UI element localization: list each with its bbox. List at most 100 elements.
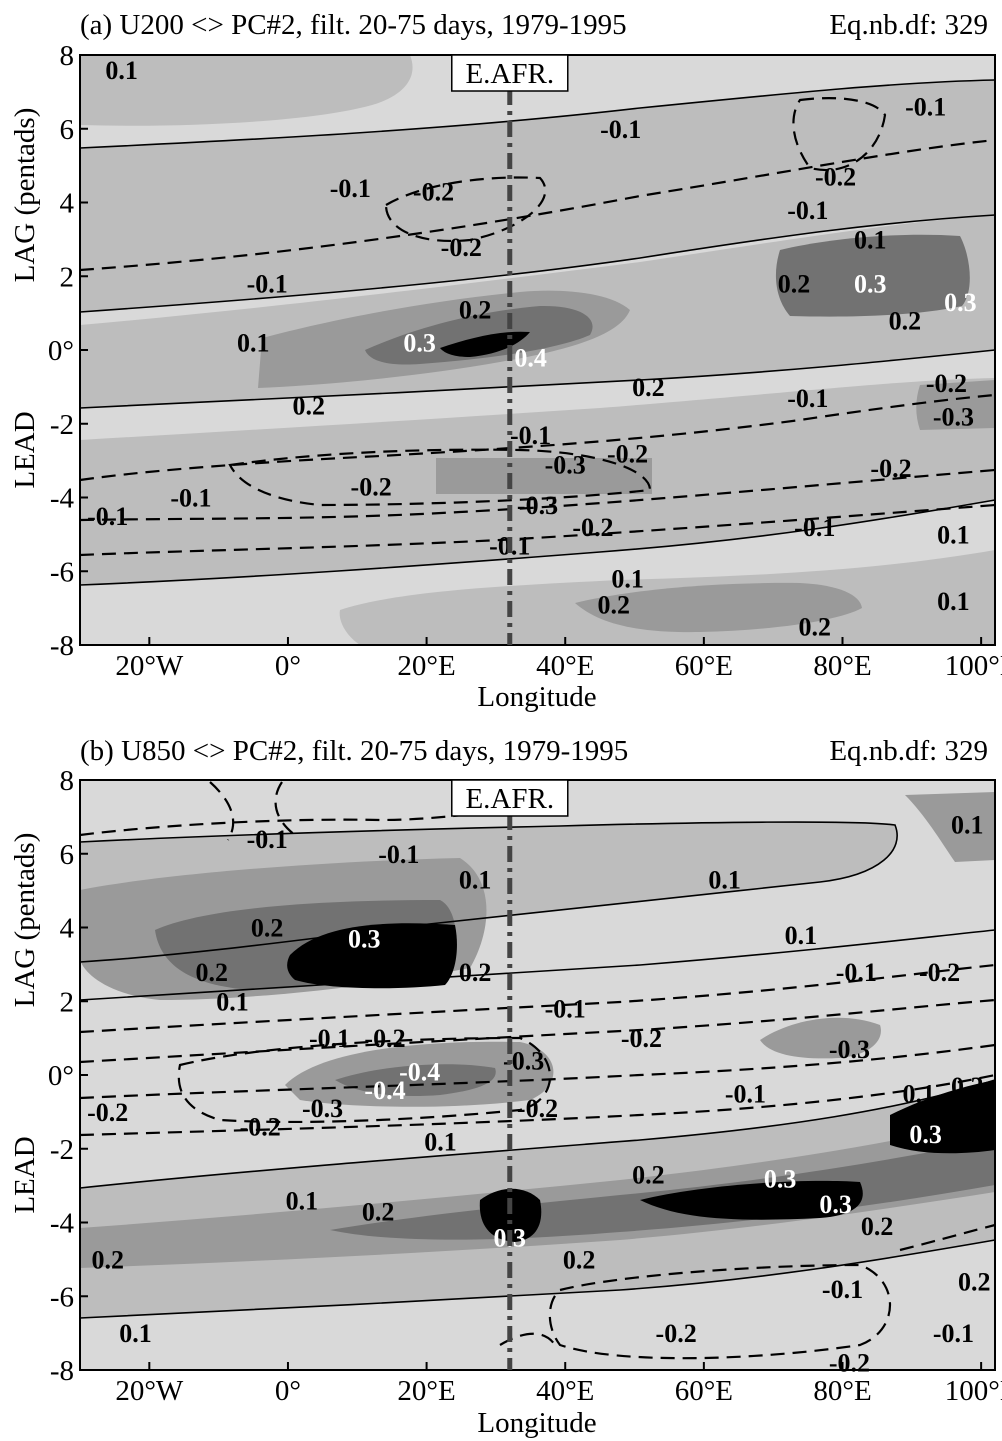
panel-a-neg-0.2-east-contour (792, 97, 887, 171)
x-tick-label: 60°E (675, 650, 733, 682)
contour-label: 0.2 (362, 1197, 395, 1226)
contour-label: 0.1 (424, 1127, 457, 1156)
contour-label: 0.2 (951, 1072, 984, 1101)
panel-a-upper-shade (80, 55, 413, 126)
contour-label: 0.2 (459, 295, 492, 324)
panel-a-marker: E.AFR. (451, 54, 569, 645)
x-tick-label: 100°E (945, 650, 1002, 682)
contour-label: 0.3 (348, 925, 381, 954)
contour-label: 0.2 (598, 590, 631, 619)
contour-label: -0.2 (829, 1349, 870, 1378)
y-tick-label: -4 (50, 1208, 75, 1240)
contour-label: -0.3 (933, 402, 974, 431)
contour-label: 0.2 (563, 1245, 596, 1274)
x-tick-label: 20°E (397, 650, 455, 682)
panel-b-pos-0.4-upper (287, 923, 457, 989)
contour-label: 0.1 (286, 1186, 319, 1215)
panel-a-dashed-contours (79, 97, 996, 557)
panel-b-pos-0.4-west (479, 1188, 542, 1242)
panel-b-pos-east-corner (905, 792, 995, 862)
panel-a-contour-labels: 0.1-0.1-0.1-0.1 -0.2-0.2-0.1-0.2-0.10.10.… (87, 56, 976, 642)
contour-label: 0.2 (889, 307, 922, 336)
contour-label: 0.2 (632, 1161, 665, 1190)
contour-label: -0.1 (545, 995, 586, 1024)
contour-label: -0.2 (621, 1024, 662, 1053)
panel-a: (a) U200 <> PC#2, filt. 20-75 days, 1979… (9, 9, 1002, 713)
panel-b-neg-0.2-bottom-east (899, 1223, 996, 1252)
marker-label: E.AFR. (465, 58, 554, 90)
contour-label: -0.2 (926, 369, 967, 398)
panel-a-xlabel: Longitude (477, 681, 596, 713)
contour-label: -0.1 (836, 958, 877, 987)
contour-label: -0.1 (905, 93, 946, 122)
panel-a-shading (80, 55, 995, 645)
contour-label: -0.4 (399, 1057, 440, 1086)
panel-b-neg-0.3-east (760, 1017, 881, 1059)
contour-label: 0.2 (91, 1245, 124, 1274)
panel-a-neg-0.1-contour (79, 138, 996, 272)
panel-b-neg-0.1-bottom-small (499, 1332, 556, 1346)
contour-label: 0.1 (459, 866, 492, 895)
contour-label: -0.4 (364, 1076, 405, 1105)
contour-label: -0.2 (919, 958, 960, 987)
contour-label: 0.2 (459, 958, 492, 987)
panel-b-dashed-contours (79, 781, 996, 1360)
contour-label: 0.2 (778, 270, 811, 299)
y-tick-label: 0° (48, 1060, 74, 1092)
contour-label: 0.1 (611, 565, 644, 594)
contour-label: 0.1 (119, 1319, 152, 1348)
contour-label: 0.2 (632, 373, 665, 402)
panel-b-neg-0.1-top-lobe (209, 781, 235, 841)
panel-b-pos-0.4-lower-mid (640, 1180, 863, 1220)
contour-label: -0.2 (87, 1098, 128, 1127)
panel-b-neg-0.4 (335, 1064, 496, 1097)
contour-label: 0.1 (237, 329, 270, 358)
x-tick-label: 0° (275, 650, 301, 682)
contour-label: 0.1 (105, 56, 138, 85)
contour-label: -0.2 (413, 177, 454, 206)
y-tick-label: -2 (50, 409, 74, 441)
contour-label: -0.1 (933, 1319, 974, 1348)
panel-a-contour-mid-upper (79, 214, 996, 313)
x-tick-label: 60°E (675, 1375, 733, 1407)
contour-label: -0.3 (545, 450, 586, 479)
y-tick-label: -2 (50, 1134, 74, 1166)
contour-label: 0.2 (799, 613, 832, 642)
panel-b-contour-upper (79, 821, 898, 963)
y-tick-label: -8 (50, 630, 74, 662)
contour-label: -0.2 (656, 1319, 697, 1348)
contour-label: 0.2 (195, 958, 228, 987)
x-tick-label: 20°E (397, 1375, 455, 1407)
panel-b-title: (b) U850 <> PC#2, filt. 20-75 days, 1979… (80, 735, 628, 767)
panel-b-neg-0.1-top (79, 808, 501, 837)
contour-label: -0.2 (441, 233, 482, 262)
contour-label: 0.1 (708, 866, 741, 895)
y-tick-label: 0° (48, 335, 74, 367)
panel-a-pos-0.3-east (775, 234, 970, 317)
panel-a-ylabel-bottom: LEAD (9, 411, 41, 488)
y-tick-label: -6 (50, 556, 74, 588)
panel-a-tick-labels: 20°W0°20°E40°E60°E80°E100°E86420°-2-4-6-… (48, 40, 1002, 682)
contour-label: -0.2 (517, 1094, 558, 1123)
contour-label: 0.4 (514, 343, 547, 372)
contour-label: 0.1 (937, 520, 970, 549)
contour-label: 0.2 (251, 914, 284, 943)
contour-label: -0.2 (870, 454, 911, 483)
panel-b-neg-0.1-mid (79, 963, 996, 1034)
x-tick-label: 100°E (945, 1375, 1002, 1407)
y-tick-label: -6 (50, 1281, 74, 1313)
x-tick-label: 40°E (536, 650, 594, 682)
y-tick-label: -8 (50, 1355, 74, 1387)
panel-b-marker: E.AFR. (451, 779, 569, 1370)
panel-b-contour-lower (79, 1079, 996, 1189)
contour-label: 0.2 (293, 391, 326, 420)
x-tick-label: 0° (275, 1375, 301, 1407)
contour-label: 0.3 (819, 1190, 852, 1219)
panel-b-pos-0.4-east (890, 1080, 995, 1154)
contour-label: -0.1 (510, 421, 551, 450)
panel-b-xlabel: Longitude (477, 1407, 596, 1439)
contour-label: 0.1 (937, 587, 970, 616)
panel-a-neg-0.3-contour (228, 448, 652, 507)
panel-b-contour-mid (79, 929, 996, 1001)
contour-label: 0.3 (854, 270, 887, 299)
